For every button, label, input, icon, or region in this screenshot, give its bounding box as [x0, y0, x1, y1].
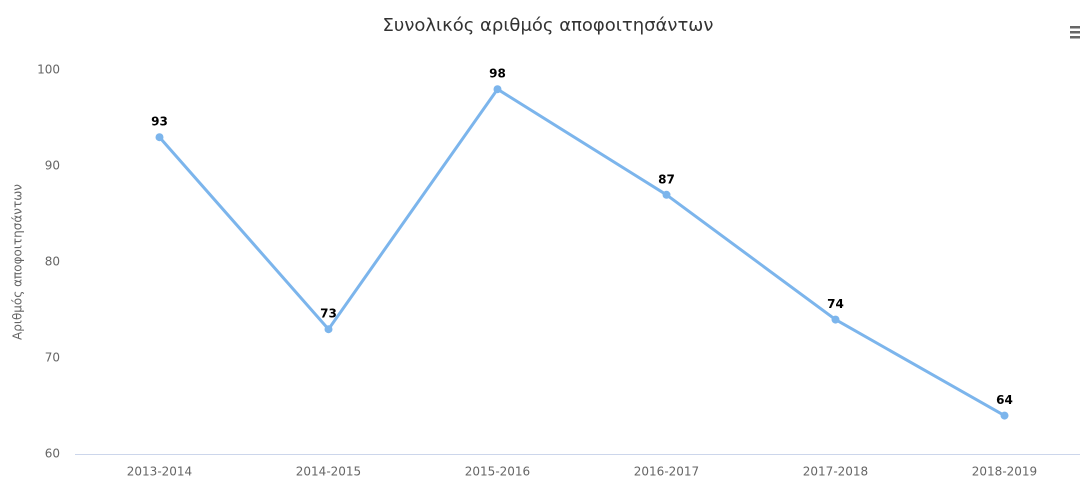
data-label: 64 [996, 393, 1013, 407]
x-tick-label: 2017-2018 [803, 465, 868, 479]
data-label: 74 [827, 297, 844, 311]
x-tick-label: 2013-2014 [127, 465, 192, 479]
marker [493, 85, 502, 94]
menu-icon[interactable] [1070, 26, 1080, 39]
y-tick-label: 80 [45, 255, 60, 269]
menu-bar [1070, 31, 1080, 34]
y-axis-title: Αριθμός αποφοιτησάντων [11, 184, 25, 340]
chart-title: Συνολικός αριθμός αποφοιτησάντων [383, 15, 714, 36]
marker [155, 133, 164, 142]
x-tick-label: 2016-2017 [634, 465, 699, 479]
marker [831, 315, 840, 324]
data-label: 87 [658, 172, 675, 186]
y-tick-label: 100 [37, 63, 60, 77]
y-tick-label: 60 [45, 447, 60, 461]
data-label: 73 [320, 307, 337, 321]
y-tick-label: 90 [45, 159, 60, 173]
x-tick-label: 2018-2019 [972, 465, 1037, 479]
menu-bar [1070, 26, 1080, 29]
marker [662, 190, 671, 199]
menu-bar [1070, 36, 1080, 39]
data-label: 93 [151, 115, 168, 129]
marker [1000, 411, 1009, 420]
x-tick-label: 2015-2016 [465, 465, 530, 479]
marker [324, 325, 333, 334]
data-label: 98 [489, 67, 506, 81]
x-tick-label: 2014-2015 [296, 465, 361, 479]
y-tick-label: 70 [45, 351, 60, 365]
line [158, 87, 1006, 417]
